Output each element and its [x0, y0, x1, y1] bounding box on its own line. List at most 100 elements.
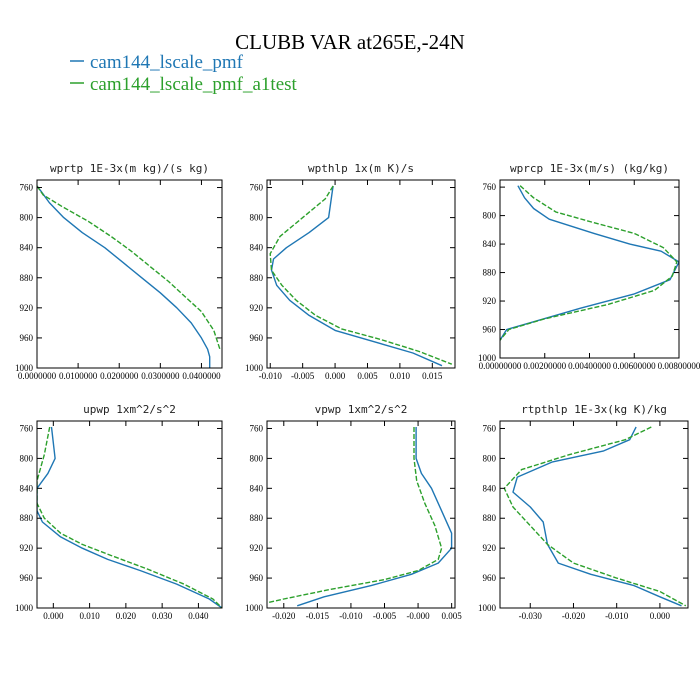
x-tick-label: 0.005 [442, 611, 463, 621]
series-group [267, 427, 453, 607]
x-tick-label: 0.000 [325, 371, 346, 381]
x-tick-label: 0.015 [422, 371, 443, 381]
series-group [503, 426, 687, 607]
y-tick-label: 1000 [245, 603, 264, 613]
y-tick-label: 840 [250, 243, 264, 253]
y-tick-label: 920 [483, 296, 497, 306]
panel-4: upwp 1xm^2/s^2 760 800 840 880 920 960 1000 0.00… [15, 403, 223, 621]
y-tick-label: 920 [250, 543, 264, 553]
x-tick-label: 0.00000000 [479, 361, 522, 371]
series-line-1 [500, 185, 679, 341]
panel-title: wprcp 1E-3x(m/s) (kg/kg) [510, 162, 669, 175]
panel-title: upwp 1xm^2/s^2 [83, 403, 176, 416]
series-line-1 [512, 426, 682, 607]
y-tick-label: 920 [250, 303, 264, 313]
x-tick-label: 0.000 [650, 611, 671, 621]
legend-label-1: cam144_lscale_pmf [90, 52, 244, 73]
y-tick-label: 840 [20, 243, 34, 253]
x-tick-label: -0.030 [519, 611, 543, 621]
x-tick-label: 0.005 [357, 371, 378, 381]
x-tick-label: 0.0100000 [59, 371, 98, 381]
y-tick-label: 760 [250, 183, 264, 193]
x-tick-label: 0.00200000 [523, 361, 566, 371]
y-tick-label: 920 [20, 303, 34, 313]
x-tick-label: -0.020 [562, 611, 586, 621]
series-group [500, 185, 679, 341]
y-tick-label: 880 [483, 268, 497, 278]
panel-5: vpwp 1xm^2/s^2 760 800 840 880 920 960 1000 -0.0… [245, 403, 462, 621]
y-tick-label: 960 [483, 573, 497, 583]
y-tick-label: 960 [20, 333, 34, 343]
panel-2: wpthlp 1x(m K)/s7608008408809209601000-0… [245, 162, 456, 381]
y-tick-label: 1000 [15, 603, 34, 613]
x-tick-label: 0.0400000 [182, 371, 221, 381]
series-line-2 [267, 427, 443, 604]
y-tick-label: 840 [483, 239, 497, 249]
x-tick-label: -0.010 [259, 371, 283, 381]
y-tick-label: 1000 [15, 363, 34, 373]
figure-title: CLUBB VAR at265E,-24N [235, 30, 465, 54]
y-tick-label: 800 [250, 453, 264, 463]
series-line-2 [37, 426, 222, 608]
x-tick-label: 0.010 [79, 611, 100, 621]
y-tick-label: 880 [250, 513, 264, 523]
y-tick-label: 840 [20, 483, 34, 493]
y-tick-label: 760 [20, 423, 34, 433]
y-tick-label: 880 [20, 513, 34, 523]
series-line-1 [37, 185, 211, 368]
x-tick-label: -0.005 [291, 371, 315, 381]
x-tick-label: 0.000 [43, 611, 64, 621]
x-tick-label: -0.000 [406, 611, 430, 621]
x-tick-label: 0.040 [188, 611, 209, 621]
plot-frame [266, 420, 456, 609]
panel-title: vpwp 1xm^2/s^2 [315, 403, 408, 416]
plot-frame [36, 420, 223, 609]
x-tick-label: -0.010 [605, 611, 629, 621]
y-tick-label: 960 [250, 573, 264, 583]
y-tick-label: 760 [483, 423, 497, 433]
x-tick-label: 0.0000000 [18, 371, 57, 381]
panel-6: rtpthlp 1E-3x(kg K)/kg 760 800 840 880 920 960… [478, 403, 689, 621]
y-tick-label: 960 [250, 333, 264, 343]
y-tick-label: 880 [483, 513, 497, 523]
series-line-1 [37, 426, 222, 608]
plot-frame [499, 179, 680, 359]
x-tick-label: 0.00400000 [568, 361, 611, 371]
legend-label-2: cam144_lscale_pmf_a1test [90, 74, 298, 95]
x-tick-label: 0.010 [390, 371, 411, 381]
y-tick-label: 920 [20, 543, 34, 553]
series-group [269, 185, 453, 367]
series-line-2 [503, 426, 687, 607]
x-tick-label: -0.015 [306, 611, 330, 621]
x-tick-label: -0.010 [339, 611, 363, 621]
series-line-2 [269, 185, 453, 365]
panel-title: rtpthlp 1E-3x(kg K)/kg [521, 403, 667, 416]
y-tick-label: 800 [483, 453, 497, 463]
y-tick-label: 1000 [478, 353, 497, 363]
x-tick-label: 0.030 [152, 611, 173, 621]
panel-title: wprtp 1E-3x(m kg)/(s kg) [50, 162, 209, 175]
x-tick-label: -0.020 [272, 611, 296, 621]
y-tick-label: 960 [483, 325, 497, 335]
y-tick-label: 800 [483, 211, 497, 221]
y-tick-label: 800 [250, 213, 264, 223]
y-tick-label: 880 [250, 273, 264, 283]
panel-title: wpthlp 1x(m K)/s [308, 162, 414, 175]
x-tick-label: 0.020 [116, 611, 137, 621]
series-line-2 [37, 185, 221, 350]
panel-3: wprcp 1E-3x(m/s) (kg/kg) 760 800 840 880 920 9… [478, 162, 700, 371]
plot-frame [266, 179, 456, 369]
y-tick-label: 760 [20, 183, 34, 193]
series-line-2 [500, 185, 678, 341]
y-tick-label: 1000 [478, 603, 497, 613]
legend: cam144_lscale_pmf cam144_lscale_pmf_a1te… [70, 52, 298, 95]
y-tick-label: 1000 [245, 363, 264, 373]
y-tick-label: 800 [20, 453, 34, 463]
y-tick-label: 800 [20, 213, 34, 223]
series-group [37, 426, 222, 608]
y-tick-label: 920 [483, 543, 497, 553]
series-line-1 [270, 185, 443, 367]
x-tick-label: 0.0200000 [100, 371, 139, 381]
x-tick-label: 0.00800000 [658, 361, 700, 371]
